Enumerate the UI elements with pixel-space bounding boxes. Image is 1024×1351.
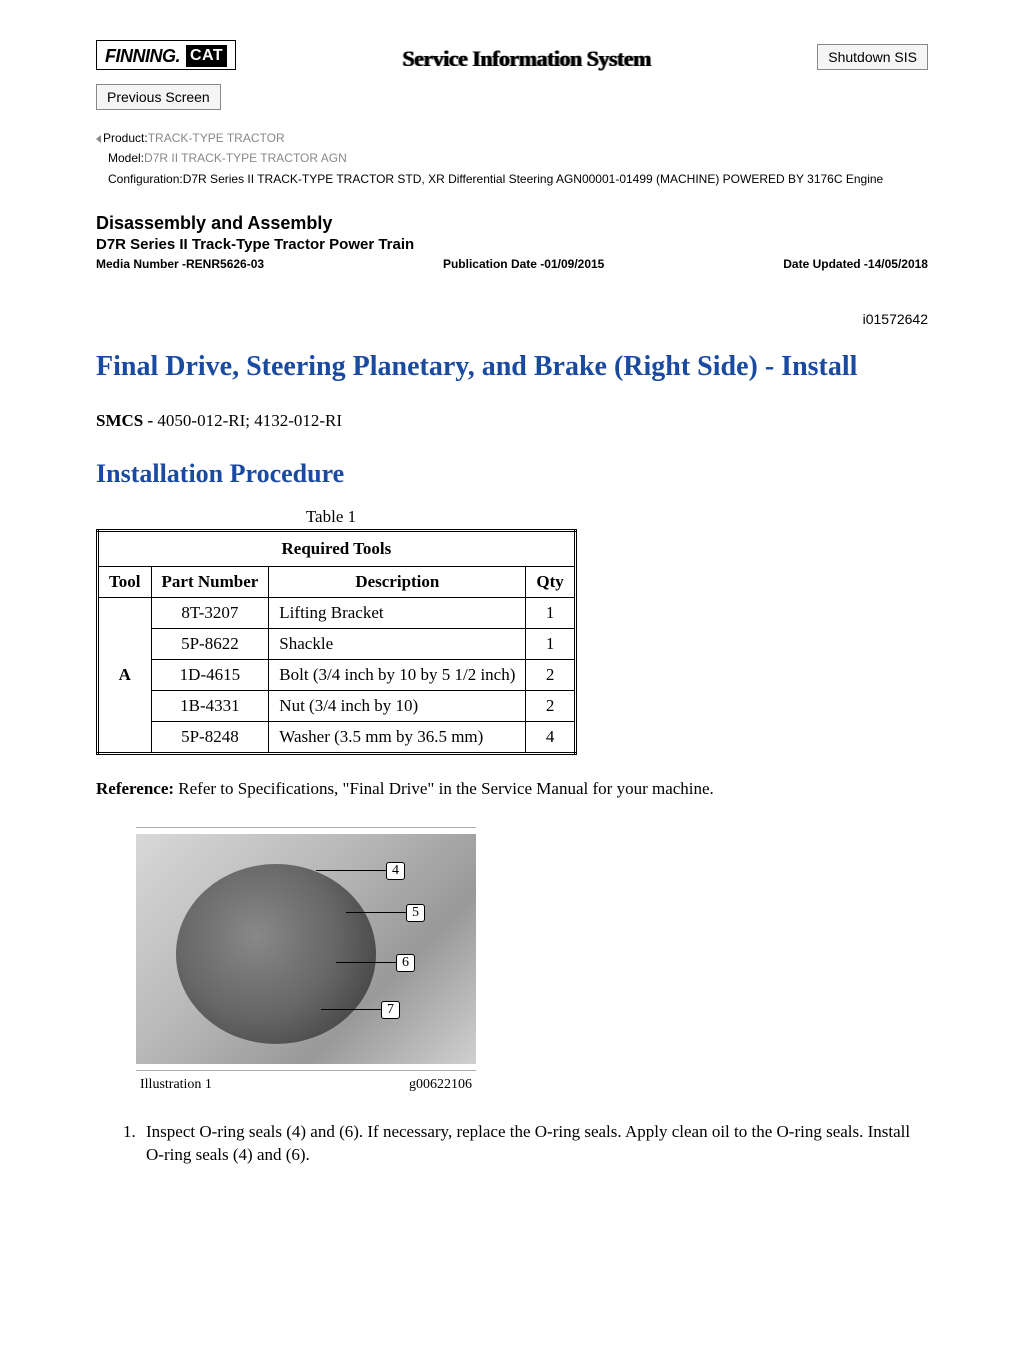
required-tools-table: Required Tools Tool Part Number Descript…: [96, 529, 577, 755]
meta-product-value: TRACK-TYPE TRACTOR: [148, 131, 285, 145]
meta-model-value: D7R II TRACK-TYPE TRACTOR AGN: [144, 151, 347, 165]
col-part-number: Part Number: [151, 567, 269, 598]
installation-heading: Installation Procedure: [96, 459, 928, 489]
reference-line: Reference: Refer to Specifications, "Fin…: [96, 779, 928, 799]
cell-qty: 2: [526, 691, 575, 722]
cell-part: 5P-8248: [151, 722, 269, 754]
meta-product-label: Product:: [103, 128, 148, 148]
steps-list: Inspect O-ring seals (4) and (6). If nec…: [96, 1121, 928, 1167]
col-description: Description: [269, 567, 526, 598]
meta-block: Product: TRACK-TYPE TRACTOR Model: D7R I…: [96, 128, 928, 189]
figure-divider-bottom: [136, 1070, 476, 1071]
main-title: Final Drive, Steering Planetary, and Bra…: [96, 351, 928, 383]
table-row: 1B-4331 Nut (3/4 inch by 10) 2: [98, 691, 576, 722]
callout-line: [336, 962, 396, 963]
illustration-id: g00622106: [409, 1077, 472, 1093]
cell-qty: 1: [526, 629, 575, 660]
figure-caption-row: Illustration 1 g00622106: [136, 1077, 476, 1093]
callout-line: [316, 870, 386, 871]
callout-line: [321, 1009, 381, 1010]
logo-block: FINNING. CAT: [96, 40, 236, 70]
callout-4: 4: [386, 862, 405, 880]
table-header-span: Required Tools: [98, 531, 576, 567]
illustration-image: 4 5 6 7: [136, 834, 476, 1064]
col-qty: Qty: [526, 567, 575, 598]
meta-model-label: Model:: [108, 148, 144, 168]
header-row: FINNING. CAT Service Information System …: [96, 40, 928, 72]
smcs-label: SMCS -: [96, 411, 157, 430]
callout-6: 6: [396, 954, 415, 972]
shutdown-sis-button[interactable]: Shutdown SIS: [817, 44, 928, 70]
col-tool: Tool: [98, 567, 152, 598]
cell-part: 1D-4615: [151, 660, 269, 691]
smcs-value: 4050-012-RI; 4132-012-RI: [157, 411, 342, 430]
date-updated: Date Updated -14/05/2018: [783, 257, 928, 271]
table-caption: Table 1: [96, 507, 566, 527]
table-row: 5P-8248 Washer (3.5 mm by 36.5 mm) 4: [98, 722, 576, 754]
logo-finning-text: FINNING.: [105, 46, 180, 67]
smcs-line: SMCS - 4050-012-RI; 4132-012-RI: [96, 411, 928, 431]
meta-config-row: Configuration: D7R Series II TRACK-TYPE …: [96, 169, 928, 189]
cell-qty: 4: [526, 722, 575, 754]
logo-cat-text: CAT: [186, 45, 227, 67]
table-row: 5P-8622 Shackle 1: [98, 629, 576, 660]
cell-desc: Washer (3.5 mm by 36.5 mm): [269, 722, 526, 754]
publication-date: Publication Date -01/09/2015: [443, 257, 604, 271]
section-subheading: D7R Series II Track-Type Tractor Power T…: [96, 236, 928, 253]
cell-desc: Lifting Bracket: [269, 598, 526, 629]
table-row: 1D-4615 Bolt (3/4 inch by 10 by 5 1/2 in…: [98, 660, 576, 691]
previous-screen-button[interactable]: Previous Screen: [96, 84, 221, 110]
cell-desc: Bolt (3/4 inch by 10 by 5 1/2 inch): [269, 660, 526, 691]
meta-config-value: D7R Series II TRACK-TYPE TRACTOR STD, XR…: [183, 172, 883, 186]
callout-5: 5: [406, 904, 425, 922]
reference-text: Refer to Specifications, "Final Drive" i…: [178, 779, 714, 798]
logo-area: FINNING. CAT: [96, 40, 236, 70]
back-arrow-icon[interactable]: [96, 135, 101, 143]
tool-group-cell: A: [98, 598, 152, 754]
cell-part: 8T-3207: [151, 598, 269, 629]
figure-divider-top: [136, 827, 476, 828]
cell-qty: 2: [526, 660, 575, 691]
cell-desc: Shackle: [269, 629, 526, 660]
sis-title: Service Information System: [402, 46, 651, 72]
cell-part: 1B-4331: [151, 691, 269, 722]
document-id: i01572642: [96, 311, 928, 327]
figure-block: 4 5 6 7 Illustration 1 g00622106: [136, 827, 476, 1093]
callout-line: [346, 912, 406, 913]
table-row: Required Tools: [98, 531, 576, 567]
meta-model-row: Model: D7R II TRACK-TYPE TRACTOR AGN: [96, 148, 928, 168]
cell-qty: 1: [526, 598, 575, 629]
publication-row: Media Number -RENR5626-03 Publication Da…: [96, 257, 928, 271]
meta-config-label: Configuration:: [108, 169, 183, 189]
table-row: A 8T-3207 Lifting Bracket 1: [98, 598, 576, 629]
illustration-label: Illustration 1: [140, 1077, 212, 1093]
document-page: FINNING. CAT Service Information System …: [0, 0, 1024, 1227]
step-item: Inspect O-ring seals (4) and (6). If nec…: [140, 1121, 928, 1167]
section-heading: Disassembly and Assembly: [96, 213, 928, 234]
reference-label: Reference:: [96, 779, 178, 798]
cell-desc: Nut (3/4 inch by 10): [269, 691, 526, 722]
callout-7: 7: [381, 1001, 400, 1019]
media-number: Media Number -RENR5626-03: [96, 257, 264, 271]
cell-part: 5P-8622: [151, 629, 269, 660]
prev-screen-row: Previous Screen: [96, 80, 928, 110]
table-row: Tool Part Number Description Qty: [98, 567, 576, 598]
meta-product-row: Product: TRACK-TYPE TRACTOR: [96, 128, 928, 148]
